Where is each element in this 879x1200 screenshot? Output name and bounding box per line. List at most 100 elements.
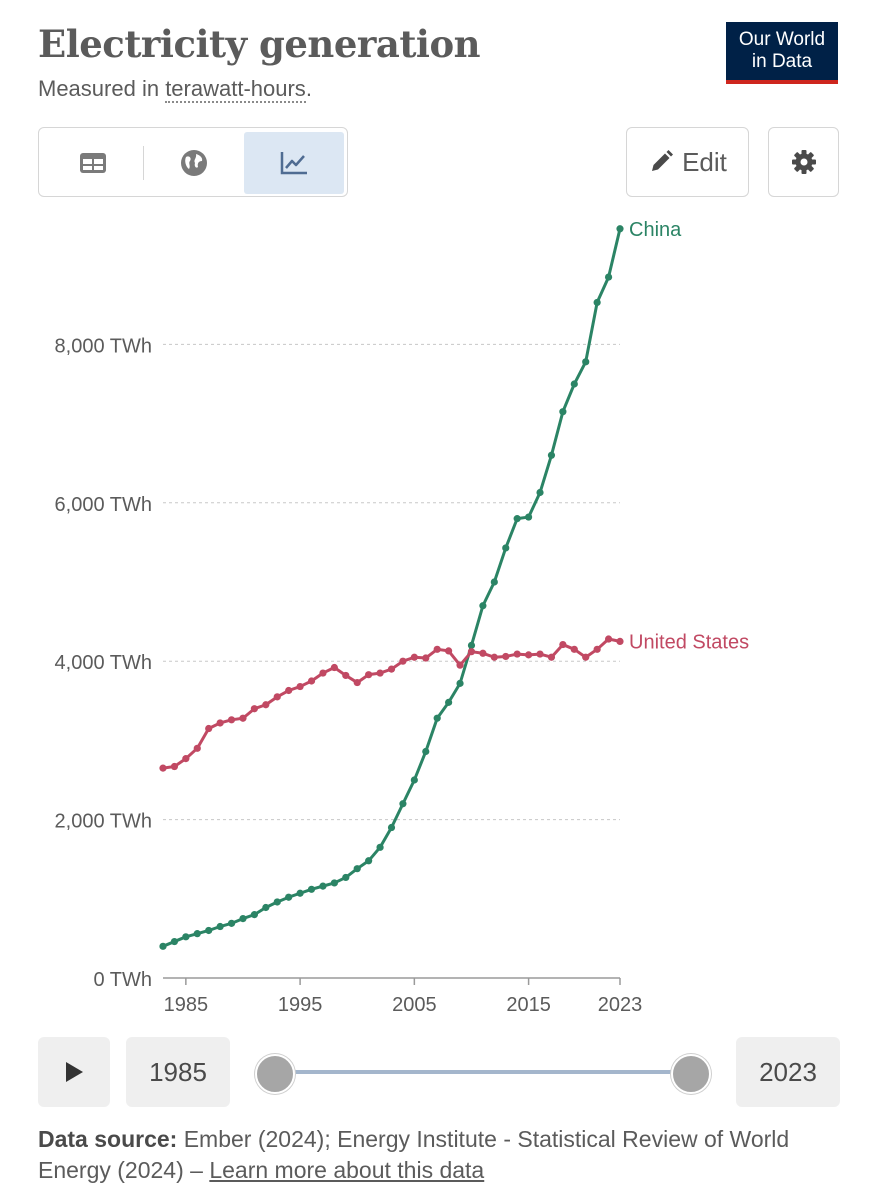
united-states-point [193, 744, 201, 752]
united-states-point [353, 678, 361, 687]
united-states-point [593, 645, 601, 653]
start-year-handle[interactable] [255, 1054, 295, 1094]
china-point [422, 747, 430, 756]
china-point [273, 898, 281, 906]
united-states-point [250, 705, 258, 713]
china-point [559, 408, 567, 416]
united-states-point [365, 671, 373, 679]
united-states-point [456, 661, 464, 669]
china-point [399, 800, 407, 808]
china-point [479, 602, 487, 610]
united-states-point [582, 653, 590, 661]
united-states-point [433, 645, 441, 653]
learn-more-link[interactable]: Learn more about this data [209, 1157, 485, 1183]
end-year-handle[interactable] [671, 1054, 711, 1094]
china-point [536, 488, 544, 497]
china-point [547, 451, 556, 459]
unit-link[interactable]: terawatt-hours [165, 76, 306, 103]
united-states-point [330, 663, 338, 672]
tab-chart[interactable] [244, 132, 344, 194]
x-tick-label: 1985 [164, 994, 209, 1016]
china-point [342, 873, 350, 882]
china-point [467, 641, 476, 649]
settings-button[interactable] [768, 127, 839, 197]
play-button[interactable] [38, 1037, 110, 1107]
tab-table[interactable] [43, 132, 143, 194]
china-point [159, 942, 167, 950]
china-point [285, 893, 293, 901]
china-point [262, 903, 270, 912]
united-states-point [170, 762, 179, 771]
united-states-point [239, 714, 247, 722]
chart-subtitle: Measured in terawatt-hours. [38, 76, 312, 103]
united-states-point [262, 701, 270, 709]
united-states-point [159, 764, 167, 772]
china-point [319, 882, 327, 890]
start-year-box[interactable]: 1985 [126, 1037, 230, 1107]
united-states-point [205, 724, 213, 733]
united-states-point [182, 755, 190, 763]
china-point [525, 513, 533, 521]
united-states-point [547, 653, 556, 661]
logo-line-1: Our World [738, 29, 826, 50]
china-point [502, 544, 510, 552]
source-label: Data source: [38, 1126, 178, 1152]
table-icon [80, 153, 106, 173]
china-point [353, 865, 361, 873]
united-states-point [296, 682, 304, 691]
china-point [570, 380, 578, 388]
owid-logo[interactable]: Our World in Data [726, 22, 838, 84]
china-point [365, 857, 373, 865]
united-states-point [502, 652, 510, 661]
x-tick-label: 1995 [278, 994, 323, 1016]
united-states-point [399, 657, 407, 665]
china-point [227, 919, 236, 927]
united-states-point [467, 648, 476, 656]
united-states-point [342, 671, 350, 680]
china-point [387, 823, 396, 832]
united-states-point [285, 686, 293, 695]
china-point [410, 776, 418, 784]
united-states-point [273, 693, 281, 701]
x-tick-label: 2005 [392, 994, 437, 1016]
x-tick-label: 2015 [506, 994, 551, 1016]
logo-accent-bar [726, 80, 838, 84]
united-states-point [307, 677, 316, 685]
united-states-point [525, 651, 533, 659]
china-point [205, 926, 213, 935]
view-tabs [38, 127, 348, 197]
united-states-point [319, 669, 327, 677]
series-label-china: China [629, 219, 682, 241]
edit-button[interactable]: Edit [626, 127, 749, 197]
united-states-point [410, 653, 418, 661]
x-tick-label: 2023 [598, 994, 643, 1016]
china-point [216, 922, 224, 931]
united-states-point [387, 665, 396, 673]
logo-line-2: in Data [751, 51, 813, 72]
united-states-point [604, 635, 613, 643]
data-source-note: Data source: Ember (2024); Energy Instit… [38, 1124, 838, 1186]
line-chart-icon [280, 152, 307, 175]
china-point [239, 915, 247, 923]
china-point [250, 911, 258, 919]
china-point [604, 273, 613, 281]
end-year-box[interactable]: 2023 [736, 1037, 840, 1107]
china-point [456, 679, 464, 687]
united-states-point [490, 653, 498, 661]
china-point [170, 937, 179, 946]
timeline-track[interactable] [274, 1070, 690, 1074]
china-point [582, 358, 590, 366]
china-line [162, 228, 622, 948]
y-tick-label: 2,000 TWh [55, 811, 152, 833]
china-point [593, 298, 601, 307]
source-text: Ember (2024); Energy Institute - Statist… [38, 1126, 790, 1183]
play-icon [66, 1062, 83, 1082]
subtitle-prefix: Measured in [38, 76, 166, 101]
edit-label: Edit [682, 146, 727, 177]
china-point [376, 843, 384, 851]
united-states-point [445, 647, 453, 655]
globe-icon [181, 150, 207, 176]
tab-map[interactable] [144, 132, 244, 194]
china-point [182, 933, 190, 941]
china-point [445, 698, 453, 706]
